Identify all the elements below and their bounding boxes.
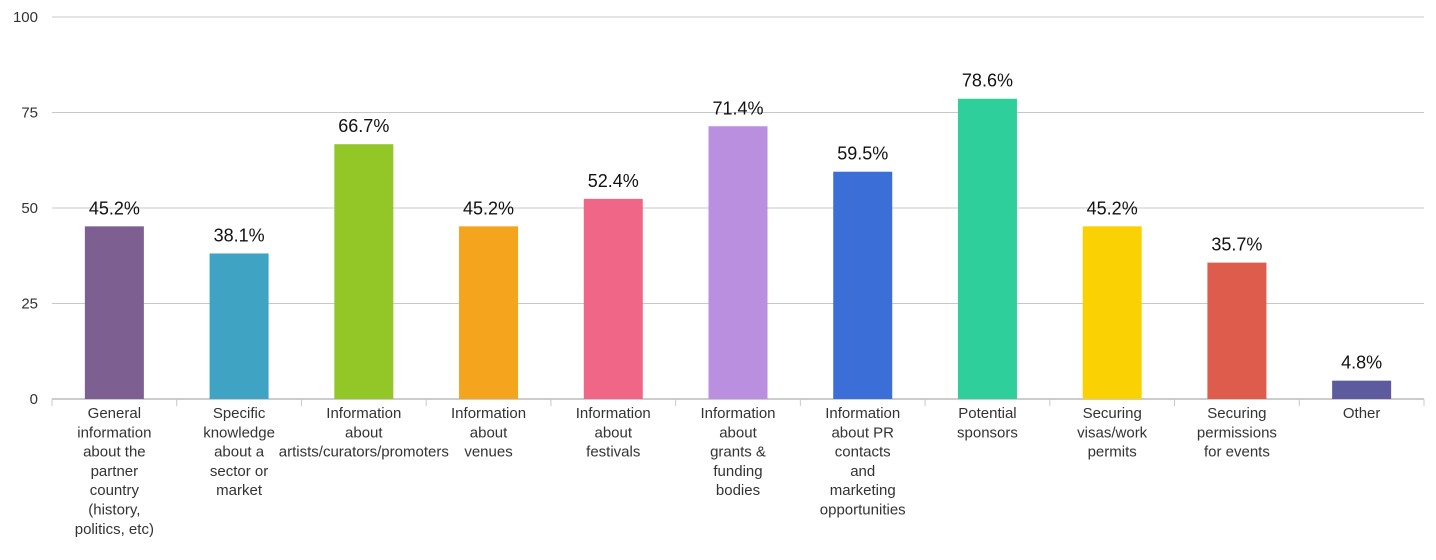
data-label: 59.5% [837, 144, 888, 164]
bar [708, 126, 768, 399]
y-tick-label: 50 [21, 200, 38, 217]
y-tick-label: 25 [21, 296, 38, 313]
bar [833, 171, 893, 399]
bar [459, 226, 519, 399]
bar [1082, 226, 1142, 399]
bar [334, 144, 394, 399]
category-label-line: sponsors [957, 424, 1018, 441]
category-label-line: country [90, 482, 140, 499]
data-label: 78.6% [962, 71, 1013, 91]
category-label-line: visas/work [1077, 424, 1148, 441]
bar [583, 198, 643, 399]
category-label-line: opportunities [820, 502, 906, 519]
category-label-line: permits [1088, 444, 1137, 461]
category-label: Information about venues [451, 405, 526, 461]
category-label-line: about [719, 424, 757, 441]
category-label-line: Securing [1207, 405, 1266, 422]
category-label-line: Information [576, 405, 651, 422]
category-label-line: funding [713, 463, 762, 480]
category-label-line: information [77, 424, 151, 441]
category-label-line: Information [700, 405, 775, 422]
category-label-line: about PR [831, 424, 894, 441]
category-label-line: Information [451, 405, 526, 422]
category-label-line: (history, [88, 502, 140, 519]
category-label: Information about PR contacts and marketing o… [820, 405, 906, 519]
category-label-line: and [850, 463, 875, 480]
bar [957, 98, 1017, 400]
category-label: Securing permissions for events [1197, 405, 1277, 461]
data-label: 45.2% [89, 198, 140, 218]
category-label-line: Information [825, 405, 900, 422]
category-label-line: Specific [213, 405, 266, 422]
bar [1207, 262, 1267, 399]
category-label: Specific knowledge about a sector or market [203, 405, 275, 499]
category-label-line: artists/curators/promoters [279, 444, 449, 461]
category-label-line: marketing [830, 482, 896, 499]
data-label: 52.4% [588, 171, 639, 191]
category-label-line: contacts [835, 444, 891, 461]
data-label: 45.2% [1087, 198, 1138, 218]
data-label: 71.4% [712, 98, 763, 118]
bar [209, 253, 269, 399]
category-label: General information about the partner countr… [75, 405, 154, 538]
category-label: Potential sponsors [957, 405, 1018, 441]
category-label: Securing visas/work permits [1077, 405, 1148, 461]
data-label: 66.7% [338, 116, 389, 136]
category-label-line: sector or [210, 463, 268, 480]
bar [84, 226, 144, 399]
category-label-line: for events [1204, 444, 1270, 461]
category-label-line: Information [326, 405, 401, 422]
category-label-line: knowledge [203, 424, 275, 441]
category-label-line: market [216, 482, 263, 499]
category-label-line: about [345, 424, 383, 441]
category-label-line: venues [464, 444, 512, 461]
category-label-line: partner [91, 463, 139, 480]
category-label-line: Potential [958, 405, 1016, 422]
category-label-line: bodies [716, 482, 760, 499]
category-label-line: about [470, 424, 508, 441]
category-label: Information about artists/curators/promote… [279, 405, 449, 461]
category-label-line: grants & [710, 444, 766, 461]
category-label-line: Securing [1083, 405, 1142, 422]
category-label-line: about [594, 424, 632, 441]
category-label: Information about grants & funding bodies [700, 405, 775, 499]
y-tick-label: 75 [21, 105, 38, 122]
data-label: 35.7% [1211, 235, 1262, 255]
category-label-line: about the [83, 444, 146, 461]
category-label: Information about festivals [576, 405, 651, 461]
data-label: 45.2% [463, 198, 514, 218]
category-label-line: festivals [586, 444, 640, 461]
category-label-line: General [88, 405, 141, 422]
y-tick-label: 100 [13, 9, 38, 26]
data-label: 38.1% [214, 225, 265, 245]
category-label-line: Other [1343, 405, 1381, 422]
category-label: Other [1343, 405, 1381, 422]
category-label-line: about a [214, 444, 265, 461]
bar [1332, 380, 1392, 399]
y-tick-label: 0 [30, 391, 38, 408]
data-label: 4.8% [1341, 353, 1382, 373]
category-label-line: permissions [1197, 424, 1277, 441]
category-label-line: politics, etc) [75, 521, 154, 538]
